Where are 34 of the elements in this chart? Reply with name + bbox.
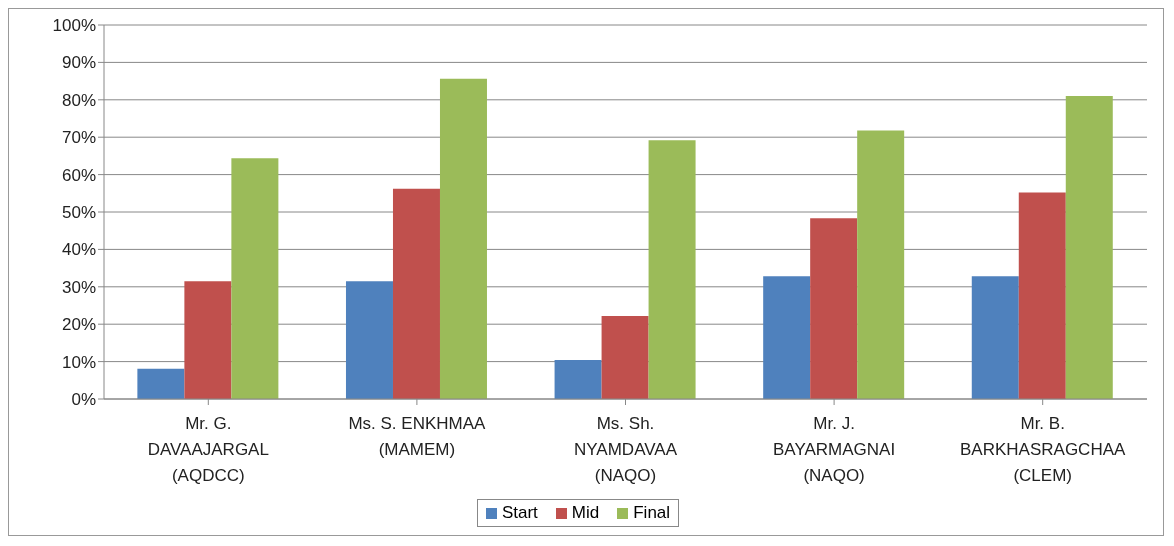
y-tick-label: 40%	[61, 240, 96, 260]
bar	[810, 218, 858, 399]
legend-label: Start	[500, 503, 538, 523]
y-tick-label: 80%	[61, 90, 96, 110]
x-tick-label: Mr. J. BAYARMAGNAI (NAQO)	[773, 414, 896, 485]
bar	[857, 130, 905, 399]
bar	[1018, 192, 1066, 399]
bar	[763, 276, 811, 399]
y-tick-label: 20%	[61, 315, 96, 335]
bar	[184, 281, 232, 399]
bar	[137, 368, 185, 399]
bar	[345, 281, 393, 399]
legend-label: Final	[632, 503, 671, 523]
y-tick-label: 60%	[61, 165, 96, 185]
bar	[392, 188, 440, 399]
y-tick-label: 10%	[61, 352, 96, 372]
x-tick-label: Ms. S. ENKHMAA (MAMEM)	[348, 414, 487, 459]
x-tick-label: Ms. Sh. NYAMDAVAA (NAQO)	[574, 414, 678, 485]
bar	[971, 276, 1019, 399]
y-tick-label: 90%	[61, 53, 96, 73]
x-tick-label: Mr. B. BARKHASRAGCHAA (CLEM)	[960, 414, 1127, 485]
bar	[554, 360, 602, 399]
y-tick-label: 70%	[61, 128, 96, 148]
x-tick-label: Mr. G. DAVAAJARGAL (AQDCC)	[147, 414, 269, 485]
y-tick-label: 30%	[61, 277, 96, 297]
bar	[439, 78, 487, 399]
y-tick-label: 0%	[71, 390, 96, 410]
legend-label: Mid	[570, 503, 600, 523]
y-tick-label: 50%	[61, 203, 96, 223]
bar	[1065, 96, 1113, 399]
y-tick-label: 100%	[52, 16, 96, 36]
bar	[231, 158, 279, 399]
bar	[601, 315, 649, 399]
bar	[648, 140, 696, 399]
